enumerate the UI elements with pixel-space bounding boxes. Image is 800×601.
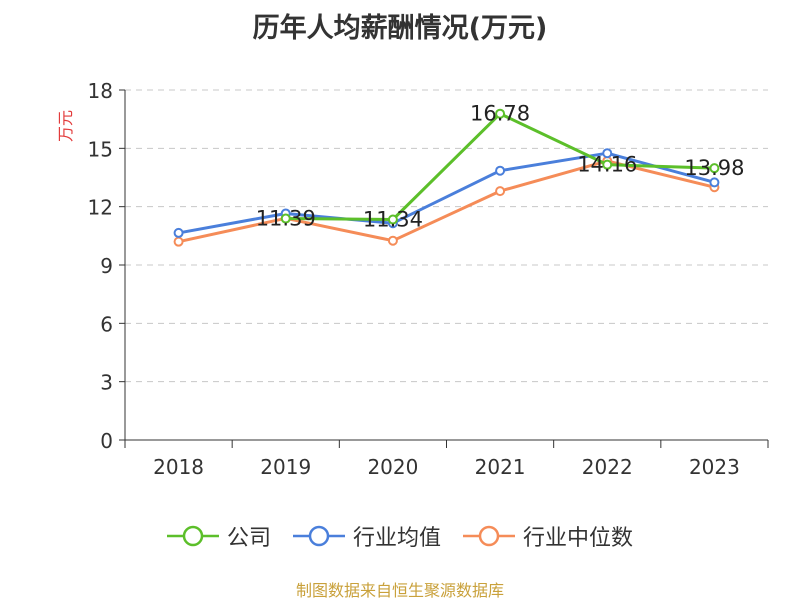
legend-item-industry-median[interactable]: 行业中位数: [463, 520, 633, 552]
data-label-2020: 11.34: [363, 208, 423, 232]
y-tick-label-9: 9: [100, 254, 113, 278]
legend-label-industry-mean: 行业均值: [352, 526, 441, 551]
x-tick-label-2018: 2018: [153, 455, 204, 479]
x-tick-label-2019: 2019: [260, 455, 311, 479]
series-1-point-2023: [709, 177, 720, 188]
x-tick-label-2021: 2021: [475, 455, 526, 479]
data-label-2023: 13.98: [684, 156, 744, 180]
y-tick-label-0: 0: [100, 429, 113, 453]
legend-swatch-industry-median: [463, 525, 515, 547]
legend: 公司 行业均值 行业中位数: [0, 518, 800, 554]
y-tick-label-3: 3: [100, 371, 113, 395]
x-tick-label-2020: 2020: [367, 455, 418, 479]
legend-label-industry-median: 行业中位数: [523, 526, 634, 551]
series-0-point-2020: [387, 214, 398, 225]
x-tick-label-2022: 2022: [582, 455, 633, 479]
series-0-point-2019: [280, 213, 291, 224]
series-2-point-2018: [173, 236, 184, 247]
chart-title: 历年人均薪酬情况(万元): [252, 13, 548, 44]
legend-item-company[interactable]: 公司: [166, 520, 271, 552]
legend-label-company: 公司: [226, 526, 271, 551]
series-1-point-2022: [602, 148, 613, 159]
y-tick-label-15: 15: [88, 137, 113, 161]
series-0-point-2021: [495, 108, 506, 119]
data-label-2021: 16.78: [470, 102, 530, 126]
series-2-point-2020: [387, 235, 398, 246]
y-tick-label-18: 18: [88, 79, 113, 103]
data-source-note: 制图数据来自恒生聚源数据库: [295, 581, 504, 600]
data-label-2019: 11.39: [256, 207, 316, 231]
y-tick-label-6: 6: [100, 312, 113, 336]
series-line-1: [178, 151, 715, 235]
series-1-point-2018: [173, 227, 184, 238]
series-2-point-2021: [495, 186, 506, 197]
legend-swatch-company: [166, 525, 219, 547]
series-1-point-2021: [495, 165, 506, 176]
data-label-2022: 14.16: [577, 153, 637, 177]
y-tick-label-12: 12: [88, 196, 113, 220]
series-0-point-2023: [709, 163, 720, 174]
series-0-point-2022: [602, 159, 613, 170]
legend-item-industry-mean[interactable]: 行业均值: [292, 520, 441, 552]
x-tick-label-2023: 2023: [689, 455, 740, 479]
legend-swatch-industry-mean: [292, 525, 345, 547]
